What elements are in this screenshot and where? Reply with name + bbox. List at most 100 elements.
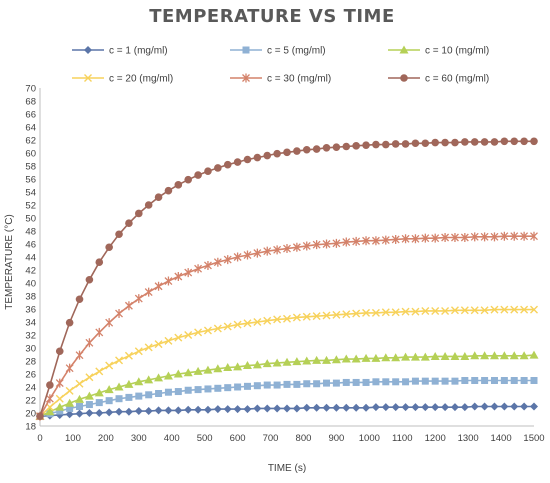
data-point — [351, 354, 361, 363]
series-4 — [36, 305, 538, 421]
data-point — [530, 305, 538, 314]
data-point — [204, 167, 212, 175]
data-point — [480, 232, 489, 242]
data-point — [322, 144, 331, 152]
x-tick-labels: 0 100 200 300 400 500 600 700 800 900 1000 1100 1200… — [37, 433, 544, 444]
series-6 — [36, 137, 538, 421]
data-point — [163, 371, 173, 380]
data-point — [411, 377, 419, 385]
y-tick-label: 32 — [25, 331, 36, 342]
data-point — [392, 378, 400, 386]
data-point — [510, 402, 519, 411]
data-point — [174, 333, 183, 342]
data-point — [460, 351, 470, 360]
data-point — [56, 407, 64, 415]
data-point — [391, 308, 400, 317]
data-point — [55, 402, 65, 411]
data-point — [135, 392, 143, 400]
data-point — [371, 403, 380, 412]
data-point — [75, 409, 84, 418]
data-point — [95, 327, 104, 337]
data-point — [371, 308, 380, 317]
data-point — [234, 383, 242, 391]
data-point — [352, 236, 361, 246]
data-point — [381, 403, 390, 412]
data-point — [85, 401, 93, 409]
data-point — [125, 393, 133, 401]
data-point — [411, 234, 420, 244]
data-point — [194, 171, 202, 179]
data-point — [322, 239, 331, 249]
data-point — [372, 378, 380, 386]
y-tick-label: 60 — [25, 149, 36, 160]
data-point — [144, 375, 154, 384]
data-point — [411, 139, 420, 148]
data-point — [292, 357, 302, 366]
data-point — [391, 353, 401, 362]
x-tick-label: 1200 — [425, 433, 446, 444]
data-point — [411, 403, 420, 412]
y-tick-label: 48 — [25, 227, 36, 238]
data-point — [174, 406, 183, 415]
data-point — [332, 310, 341, 319]
data-point — [223, 405, 232, 414]
data-point — [302, 241, 311, 251]
data-point — [204, 260, 212, 270]
data-point — [332, 143, 341, 151]
data-point — [214, 164, 222, 172]
data-point — [500, 377, 508, 384]
data-point — [450, 403, 459, 412]
data-point — [292, 242, 301, 252]
data-point — [124, 407, 133, 416]
y-axis-label: TEMPERATURE (°C) — [4, 214, 15, 309]
y-tick-label: 70 — [25, 84, 36, 95]
x-tick-label: 1500 — [523, 433, 544, 444]
data-point — [519, 351, 529, 360]
x-tick-label: 600 — [230, 433, 246, 444]
data-point — [104, 385, 114, 394]
y-tick-label: 38 — [25, 292, 36, 303]
data-point — [124, 351, 133, 360]
data-point — [154, 373, 164, 382]
data-point — [323, 379, 331, 387]
data-point — [184, 268, 193, 278]
series-line — [39, 140, 534, 417]
data-point — [124, 301, 133, 311]
legend-item: c = 5 (mg/ml) — [230, 46, 326, 57]
data-point — [471, 377, 479, 384]
data-point — [233, 405, 242, 414]
data-point — [66, 404, 74, 412]
data-point — [75, 379, 84, 388]
data-point — [342, 142, 351, 151]
x-tick-label: 1300 — [458, 433, 479, 444]
data-point — [144, 407, 153, 416]
data-point — [174, 388, 182, 396]
y-tick-label: 20 — [25, 409, 36, 420]
data-point — [431, 377, 439, 385]
data-point — [253, 404, 262, 413]
data-point — [480, 306, 489, 315]
data-point — [401, 403, 410, 412]
data-point — [223, 363, 233, 371]
data-point — [85, 275, 94, 284]
data-point — [85, 373, 94, 382]
y-tick-label: 36 — [25, 305, 36, 316]
data-point — [480, 138, 489, 146]
legend-label: c = 20 (mg/ml) — [109, 74, 173, 85]
data-point — [451, 377, 459, 385]
data-point — [213, 257, 222, 267]
data-point — [489, 351, 499, 360]
data-point — [213, 324, 222, 333]
data-point — [510, 377, 518, 384]
data-point — [312, 145, 321, 153]
data-point — [292, 404, 301, 413]
data-point — [154, 193, 163, 201]
legend-label: c = 10 (mg/ml) — [425, 46, 489, 57]
data-point — [441, 377, 449, 385]
data-point — [252, 360, 262, 369]
data-point — [223, 160, 232, 169]
data-point — [440, 351, 450, 360]
data-point — [134, 377, 144, 386]
data-point — [470, 232, 479, 242]
data-point — [530, 231, 538, 241]
